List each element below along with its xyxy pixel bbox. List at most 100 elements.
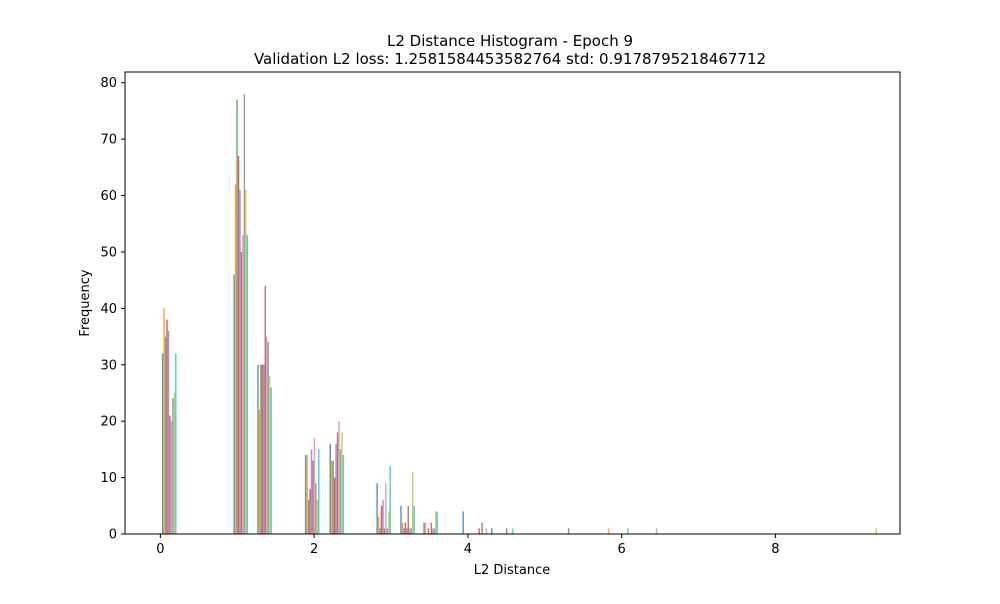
- y-tick-label: 70: [100, 133, 117, 148]
- histogram-bar: [413, 505, 415, 534]
- histogram-bar: [401, 522, 404, 534]
- histogram-bar: [164, 336, 167, 534]
- histogram-bar: [376, 483, 378, 534]
- y-tick-label: 0: [109, 528, 117, 543]
- histogram-bar: [386, 528, 389, 534]
- chart-title: L2 Distance Histogram - Epoch 9: [387, 32, 633, 50]
- histogram-bar: [385, 483, 387, 534]
- histogram-bar: [233, 274, 235, 534]
- histogram-bar: [411, 471, 414, 534]
- histogram-bar: [607, 528, 610, 534]
- histogram-bar: [306, 455, 308, 534]
- histogram-bar: [166, 319, 168, 534]
- histogram-bar: [318, 449, 320, 534]
- histogram-bar: [410, 528, 412, 534]
- histogram-bar: [409, 528, 411, 534]
- histogram-bar: [264, 285, 267, 534]
- histogram-bar: [567, 528, 570, 534]
- histogram-bar: [335, 443, 337, 534]
- histogram-bar: [435, 511, 437, 534]
- histogram-bar: [172, 398, 174, 534]
- histogram-bar: [505, 528, 508, 534]
- histogram-bar: [239, 189, 241, 534]
- histogram-bar: [382, 500, 384, 534]
- histogram-bar: [485, 528, 488, 534]
- histogram-bar: [379, 528, 381, 534]
- histogram-bar: [511, 528, 514, 534]
- histogram-bar: [315, 483, 317, 534]
- x-axis-ticks: 0 2 4 6 8: [156, 534, 780, 557]
- histogram-bar: [243, 94, 246, 534]
- histogram-bar: [490, 528, 493, 534]
- y-tick-label: 10: [100, 471, 117, 486]
- histogram-bar: [312, 460, 314, 534]
- histogram-bar: [377, 517, 380, 534]
- y-tick-label: 60: [100, 189, 117, 204]
- histogram-bar: [338, 421, 340, 534]
- histogram-bar: [383, 528, 386, 534]
- histogram-bar: [462, 511, 464, 534]
- histogram-bar: [240, 251, 243, 534]
- histogram-bar: [263, 364, 265, 534]
- y-tick-label: 50: [100, 245, 117, 260]
- histogram-bar: [169, 415, 171, 534]
- histogram-bar: [330, 460, 333, 534]
- histogram-bar: [309, 488, 311, 534]
- histogram-bar: [304, 455, 307, 534]
- histogram-bar: [424, 522, 427, 534]
- y-axis-label: Frequency: [78, 269, 93, 336]
- histogram-bar: [333, 477, 336, 534]
- histogram-bar: [481, 522, 483, 534]
- histogram-bar: [260, 364, 262, 534]
- histogram-bar: [627, 528, 629, 534]
- histogram-bar: [307, 500, 310, 534]
- chart-subtitle: Validation L2 loss: 1.2581584453582764 s…: [254, 50, 766, 68]
- histogram-bar: [316, 500, 319, 534]
- plot-frame: [124, 71, 901, 535]
- histogram-bar: [268, 376, 271, 534]
- histogram-bar: [266, 336, 268, 534]
- histogram-bar: [433, 528, 435, 534]
- x-tick-label: 8: [771, 542, 779, 557]
- histogram-bar: [875, 528, 878, 534]
- histogram-bar: [329, 443, 331, 534]
- histogram-bar: [257, 364, 259, 534]
- histogram-bar: [430, 522, 433, 534]
- histogram-bar: [261, 364, 264, 534]
- histogram-bar: [242, 235, 244, 534]
- histogram-bar: [404, 522, 407, 534]
- histogram-bar: [400, 505, 402, 534]
- histogram-bar: [406, 528, 408, 534]
- histogram-bar: [478, 528, 480, 534]
- y-tick-label: 20: [100, 415, 117, 430]
- histogram-bar: [236, 99, 238, 534]
- histogram-bar: [245, 189, 247, 534]
- histogram-bar: [342, 455, 345, 534]
- x-tick-label: 4: [464, 542, 472, 557]
- histogram-bar: [167, 330, 170, 534]
- histogram-bar: [403, 528, 405, 534]
- histogram-bar: [427, 528, 430, 534]
- histogram-bar: [246, 235, 249, 534]
- histogram-bar: [380, 505, 383, 534]
- histogram-bar: [407, 505, 410, 534]
- histogram-bar: [175, 353, 177, 534]
- histogram-bar: [267, 342, 269, 534]
- histogram-bar: [270, 387, 272, 534]
- histogram-bar: [310, 449, 313, 534]
- histogram-bar: [161, 353, 164, 534]
- histogram-bar: [336, 432, 339, 534]
- histogram-bar: [170, 421, 173, 534]
- x-tick-label: 2: [310, 542, 318, 557]
- histogram-bar: [655, 528, 658, 534]
- histogram-bar: [258, 409, 261, 534]
- histogram-bar: [423, 522, 425, 534]
- y-axis-ticks: 0 10 20 30 40 50 60 70 80: [100, 76, 125, 543]
- histogram-bar: [432, 528, 434, 534]
- x-axis-label: L2 Distance: [474, 563, 551, 578]
- y-tick-label: 30: [100, 358, 117, 373]
- histogram-bar: [436, 511, 438, 534]
- histogram-bar: [388, 511, 390, 534]
